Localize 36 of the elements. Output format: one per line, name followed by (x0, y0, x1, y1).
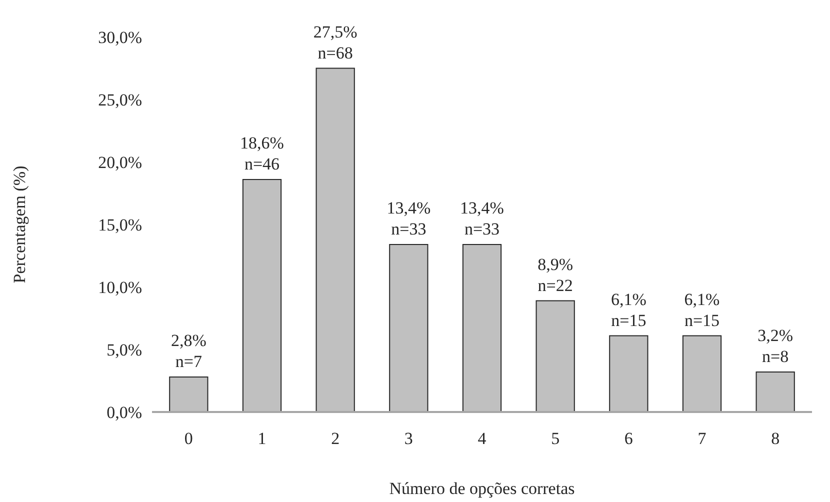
x-tick-label: 1 (258, 429, 266, 448)
data-label: 18,6% n=46 (240, 134, 284, 174)
y-axis-title: Percentagem (%) (10, 166, 29, 284)
y-tick-label: 10,0% (98, 278, 142, 297)
bar (536, 300, 575, 412)
y-tick-label: 0,0% (106, 402, 142, 422)
x-tick-label: 8 (771, 429, 780, 448)
y-tick-label: 20,0% (98, 152, 142, 172)
x-tick-label: 6 (624, 429, 633, 448)
bar (756, 372, 795, 412)
x-tick-label: 2 (331, 429, 340, 448)
y-tick-label: 15,0% (98, 215, 142, 234)
data-label: 13,4% n=33 (460, 198, 504, 238)
data-label: 13,4% n=33 (386, 198, 431, 238)
x-tick-label: 0 (184, 429, 193, 448)
y-tick-label: 5,0% (106, 340, 142, 360)
x-tick-label: 3 (404, 429, 413, 448)
bar (316, 68, 355, 412)
x-tick-label: 4 (478, 429, 487, 448)
x-tick-label: 7 (698, 429, 707, 448)
bar (682, 335, 722, 412)
x-tick-label: 5 (551, 429, 560, 448)
data-label: 27,5% n=68 (313, 22, 358, 62)
data-label: 6,1% n=15 (610, 290, 646, 330)
y-tick-label: 30,0% (98, 28, 142, 47)
bar (609, 335, 648, 412)
y-tick-label: 25,0% (98, 90, 142, 110)
data-label: 2,8% n=7 (170, 331, 206, 371)
bar (169, 376, 208, 412)
data-label: 8,9% n=22 (538, 254, 574, 295)
x-axis-title: Número de opções corretas (389, 479, 575, 498)
data-label: 6,1% n=15 (684, 290, 720, 330)
bar (462, 244, 502, 412)
bar (242, 179, 282, 412)
bar (389, 244, 428, 412)
data-label: 3,2% n=8 (758, 326, 794, 366)
